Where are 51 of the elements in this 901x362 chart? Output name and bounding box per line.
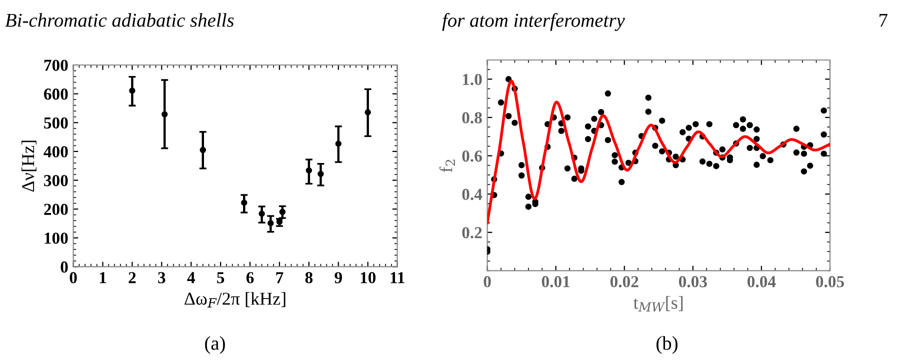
x-axis-title: Δω$_{F}$/2π [kHz] [184, 292, 286, 308]
point [268, 220, 274, 226]
y-tick-label: 100 [44, 232, 68, 244]
y-tick-label: 400 [44, 146, 68, 158]
point [318, 170, 324, 178]
x-tick-label: 0 [70, 272, 77, 284]
point [241, 200, 248, 206]
y-tick-label: 0.2 [462, 227, 482, 238]
x-tick-label: 4 [187, 272, 195, 284]
x-tick-label: 9 [334, 272, 342, 284]
y-tick-label: 0.8 [462, 112, 482, 124]
x-tick-label: 7 [276, 272, 284, 284]
x-tick-label: 6 [246, 272, 254, 284]
text: (b) [656, 336, 678, 354]
x-tick-label: 0.02 [610, 276, 638, 288]
y-tick-label: 1.0 [462, 74, 482, 86]
point [129, 88, 136, 94]
x-tick-label: 0 [484, 276, 491, 288]
y-tick-label: 0 [60, 261, 68, 273]
x-tick-label: 5 [217, 272, 224, 284]
x-tick-label: 0.01 [542, 276, 570, 288]
x-tick-label: 10 [360, 272, 376, 284]
y-axis-title: f$_{2}$ [439, 160, 455, 172]
y-tick-label: 600 [44, 88, 68, 100]
point [364, 109, 371, 116]
x-tick-label: 3 [158, 272, 166, 284]
text: 7 [880, 14, 888, 27]
text: (a) [205, 336, 225, 354]
point [258, 210, 265, 217]
y-tick-label: 0.4 [462, 188, 482, 200]
point [162, 111, 168, 118]
y-tick-label: 700 [44, 60, 68, 71]
x-axis-title: t$_{MW}$[s] [633, 296, 683, 312]
point [306, 167, 312, 174]
x-tick-label: 1 [100, 272, 106, 284]
x-tick-label: 0.04 [748, 276, 776, 288]
y-tick-label: 200 [44, 204, 68, 216]
x-tick-label: 11 [390, 272, 404, 284]
text: Bi-chromatic adiabatic shells [5, 13, 234, 27]
x-tick-label: 8 [305, 272, 313, 284]
y-tick-label: 500 [44, 117, 68, 129]
y-tick-label: 0.6 [462, 150, 482, 162]
point [200, 146, 206, 154]
x-tick-label: 2 [128, 272, 136, 284]
y-tick-label: 300 [44, 174, 68, 186]
x-tick-label: 0.05 [816, 276, 844, 288]
point [335, 140, 342, 147]
y-axis-title: Δν[Hz] [22, 140, 36, 192]
text: for atom interferometry [442, 13, 625, 31]
x-tick-label: 0.03 [678, 276, 707, 288]
point [279, 208, 286, 216]
